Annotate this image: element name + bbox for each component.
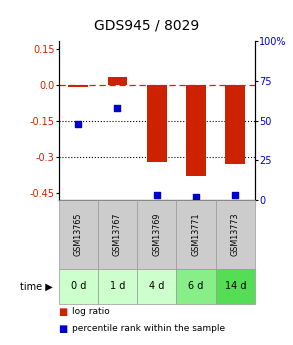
Text: 6 d: 6 d — [188, 282, 204, 291]
Point — [233, 193, 238, 198]
Text: GSM13769: GSM13769 — [152, 213, 161, 256]
Bar — [68, 85, 88, 87]
Text: 0 d: 0 d — [71, 282, 86, 291]
Point — [194, 194, 198, 200]
Text: GDS945 / 8029: GDS945 / 8029 — [94, 19, 199, 33]
Text: log ratio: log ratio — [72, 307, 110, 316]
Text: 1 d: 1 d — [110, 282, 125, 291]
Text: time ▶: time ▶ — [20, 282, 53, 291]
Bar — [108, 78, 127, 85]
Text: 4 d: 4 d — [149, 282, 164, 291]
Text: ■: ■ — [59, 324, 68, 334]
Text: GSM13773: GSM13773 — [231, 213, 240, 256]
Point — [76, 121, 81, 127]
Text: ■: ■ — [59, 307, 68, 317]
Point — [154, 193, 159, 198]
Text: GSM13765: GSM13765 — [74, 213, 83, 256]
Text: GSM13771: GSM13771 — [192, 213, 200, 256]
Bar — [147, 85, 166, 161]
Text: percentile rank within the sample: percentile rank within the sample — [72, 324, 225, 333]
Bar — [226, 85, 245, 164]
Text: GSM13767: GSM13767 — [113, 213, 122, 256]
Point — [115, 105, 120, 111]
Bar — [186, 85, 206, 176]
Text: 14 d: 14 d — [224, 282, 246, 291]
